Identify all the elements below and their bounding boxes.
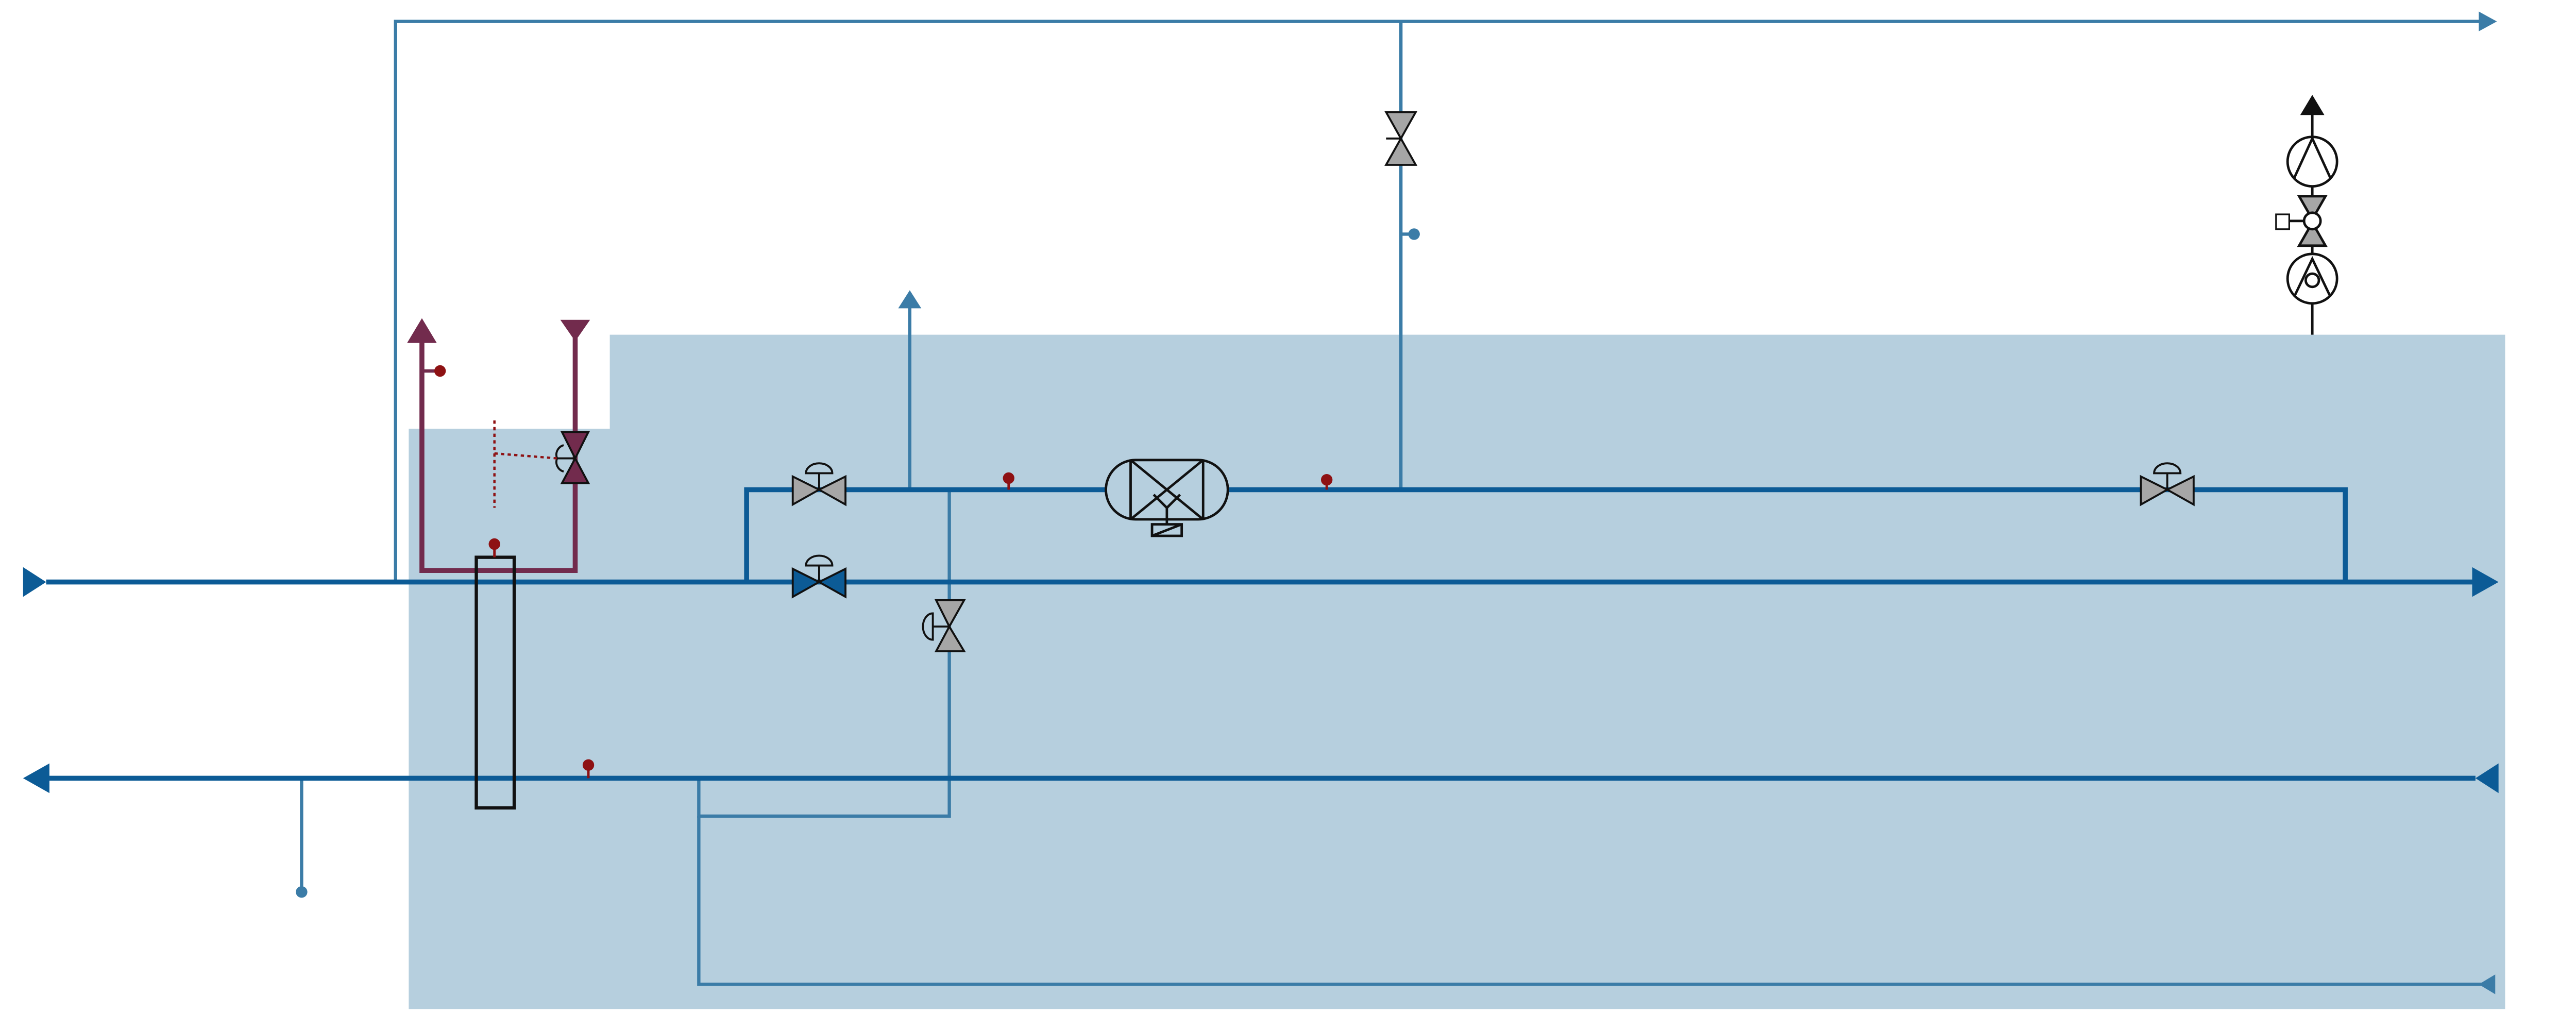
arrow-up-icon — [898, 290, 922, 309]
sensor-point — [296, 886, 308, 898]
sensor-point — [1408, 228, 1420, 240]
arrow-right-icon — [2479, 11, 2497, 31]
motor-valve[interactable] — [2140, 462, 2195, 506]
sensor-point — [488, 538, 500, 550]
sensor-point — [1320, 474, 1333, 486]
branch-return-lines — [300, 489, 2486, 986]
arrow-left-icon — [23, 763, 49, 793]
branch-valve[interactable] — [1384, 111, 1418, 166]
arrow-right-icon — [2472, 567, 2499, 597]
motor-valve[interactable] — [791, 554, 846, 599]
arrow-right-icon — [23, 567, 46, 597]
arrow-left-icon — [2479, 974, 2496, 994]
motor-valve[interactable] — [922, 599, 966, 652]
sensor-point — [582, 759, 595, 771]
arrow-down-icon — [560, 319, 590, 342]
sensor-point — [434, 365, 446, 377]
heat-exchanger[interactable] — [1105, 459, 1229, 537]
heating-valve[interactable] — [555, 431, 590, 484]
arrow-up-icon — [407, 318, 437, 343]
bypass-line — [744, 487, 2348, 582]
sensor-point — [1003, 472, 1014, 484]
pump-station[interactable] — [2275, 95, 2338, 335]
motor-valve[interactable] — [791, 462, 846, 506]
control-signal-line — [493, 420, 557, 508]
temperature-sensors — [582, 472, 1333, 779]
arrow-left-icon — [2475, 763, 2499, 793]
plant-zone — [409, 334, 2505, 1009]
